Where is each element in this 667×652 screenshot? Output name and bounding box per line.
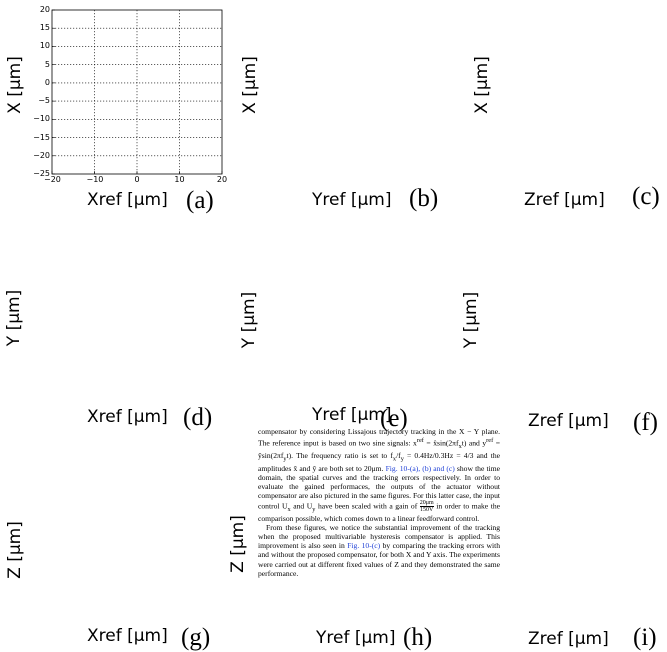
y-tick-label: 15: [39, 23, 50, 33]
y-tick-label: −5: [38, 96, 50, 106]
x-tick-label: −20: [44, 175, 61, 184]
panel-d-tag: (d): [183, 404, 213, 431]
panel-g-ylabel: Z [μm]: [4, 521, 25, 579]
paper-paragraph-1: compensator by considering Lissajous tra…: [258, 427, 501, 524]
y-tick-label: −15: [33, 132, 50, 142]
x-tick-label: 20: [216, 175, 228, 184]
x-tick-label: −10: [86, 175, 104, 184]
paper-paragraph-2: From these figures, we notice the substa…: [258, 523, 500, 578]
panel-e-tag: (e): [380, 405, 408, 432]
panel-i-xlabel: Zref [μm]: [528, 629, 609, 649]
panel-h-xlabel: Yref [μm]: [316, 628, 396, 648]
panel-h-tag: (h): [403, 624, 433, 651]
panel-b-ylabel: X [μm]: [239, 56, 260, 114]
x-tick-label: 0: [134, 175, 140, 184]
panel-d-xlabel: Xref [μm]: [87, 407, 168, 427]
panel-a-ylabel: X [μm]: [4, 56, 25, 114]
panel-f-xlabel: Zref [μm]: [528, 411, 609, 431]
y-tick-label: −20: [33, 150, 50, 160]
panel-c-tag: (c): [632, 183, 660, 210]
figure-link-10abc[interactable]: Fig. 10-(a), (b) and (c): [385, 463, 455, 473]
panel-e-xlabel: Yref [μm]: [312, 405, 392, 425]
figure-link-10c[interactable]: Fig. 10-(c): [347, 541, 381, 551]
panel-b-xlabel: Yref [μm]: [312, 190, 392, 210]
panel-b-tag: (b): [409, 185, 439, 212]
y-tick-label: −25: [33, 169, 50, 178]
y-tick-label: 20: [39, 5, 50, 14]
paper-text-block: compensator by considering Lissajous tra…: [258, 427, 500, 578]
panel-g-tag: (g): [181, 624, 211, 651]
y-tick-label: 5: [44, 59, 50, 69]
panel-h-ylabel: Z [μm]: [227, 515, 248, 573]
y-tick-label: 0: [44, 77, 50, 87]
panel-c-ylabel: X [μm]: [471, 56, 492, 114]
panel-f-tag: (f): [633, 409, 658, 436]
panel-f-ylabel: Y [μm]: [461, 291, 482, 349]
y-tick-label: −10: [33, 114, 50, 124]
panel-a-tag: (a): [186, 187, 214, 214]
panel-d-ylabel: Y [μm]: [4, 289, 25, 347]
panel-g-xlabel: Xref [μm]: [87, 626, 168, 646]
panel-a-xlabel: Xref [μm]: [87, 190, 168, 210]
panel-e-ylabel: Y [μm]: [239, 291, 260, 349]
panel-i-tag: (i): [633, 624, 657, 651]
panel-c-xlabel: Zref [μm]: [524, 190, 605, 210]
y-tick-label: 10: [39, 41, 50, 51]
x-tick-label: 10: [174, 175, 185, 184]
